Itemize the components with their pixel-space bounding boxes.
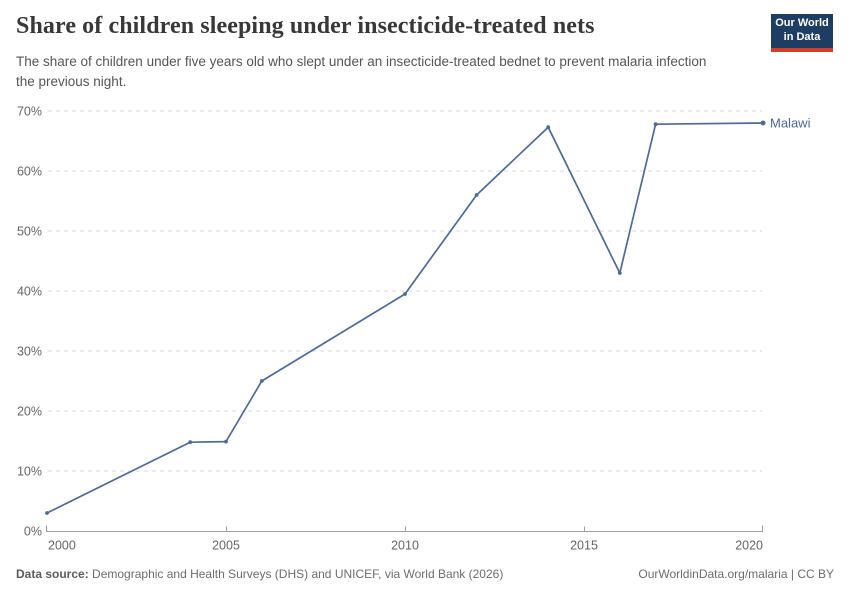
- data-point[interactable]: [546, 125, 551, 130]
- data-point[interactable]: [259, 379, 264, 383]
- data-point[interactable]: [188, 440, 193, 445]
- data-point[interactable]: [224, 439, 228, 444]
- y-axis-tick-label: 70%: [17, 105, 42, 119]
- data-point[interactable]: [653, 122, 658, 127]
- data-point[interactable]: [617, 271, 622, 275]
- y-axis-tick-label: 60%: [17, 165, 42, 179]
- data-point[interactable]: [474, 193, 479, 197]
- owid-logo[interactable]: Our World in Data: [771, 14, 833, 52]
- data-source-note: Data source: Demographic and Health Surv…: [16, 567, 503, 581]
- x-axis-tick-label: 2005: [212, 539, 240, 553]
- y-axis-tick-label: 20%: [17, 405, 42, 419]
- data-point[interactable]: [45, 511, 49, 515]
- x-axis-tick-label: 2015: [570, 539, 598, 553]
- series-end-label[interactable]: Malawi: [770, 116, 811, 131]
- data-source-label: Data source:: [16, 567, 89, 581]
- series-line-malawi[interactable]: [46, 122, 764, 514]
- data-point[interactable]: [403, 292, 407, 296]
- data-source-text: Demographic and Health Surveys (DHS) and…: [88, 567, 504, 581]
- y-axis-tick-label: 50%: [17, 225, 42, 239]
- footer-link[interactable]: OurWorldinData.org/malaria | CC BY: [638, 567, 834, 581]
- y-axis-tick-label: 30%: [17, 345, 42, 359]
- y-axis-tick-label: 0%: [24, 525, 42, 539]
- data-point[interactable]: [760, 120, 766, 126]
- y-axis-tick-label: 40%: [17, 285, 42, 299]
- y-axis-tick-label: 10%: [17, 465, 42, 479]
- page-title: Share of children sleeping under insecti…: [16, 13, 595, 39]
- x-axis-tick-label: 2000: [48, 539, 76, 553]
- chart-footer: Data source: Demographic and Health Surv…: [16, 567, 834, 581]
- owid-logo-line2: in Data: [783, 31, 821, 43]
- owid-logo-line1: Our World: [775, 17, 829, 30]
- x-axis-tick-label: 2020: [735, 539, 763, 553]
- chart-subtitle: The share of children under five years o…: [16, 54, 707, 89]
- x-axis-tick-label: 2010: [391, 539, 419, 553]
